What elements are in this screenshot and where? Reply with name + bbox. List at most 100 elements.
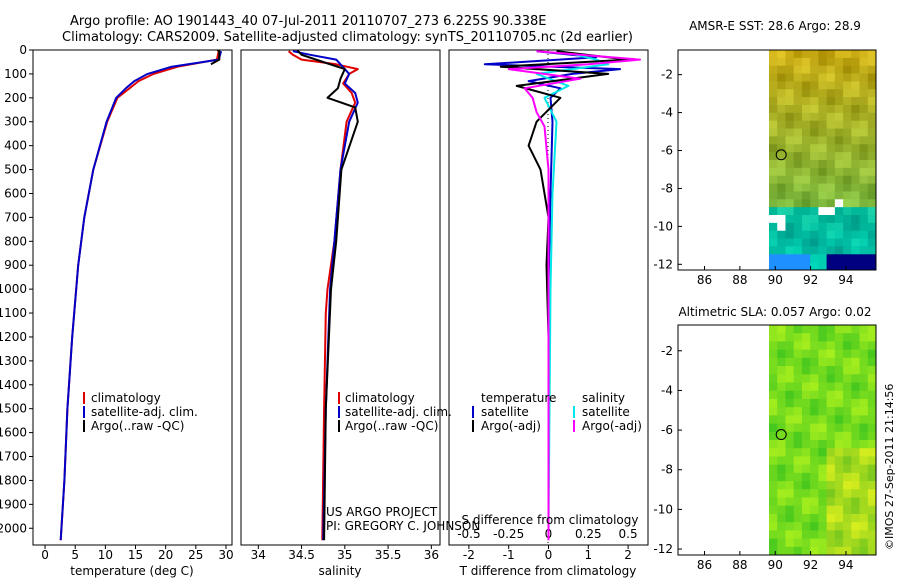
map-cell xyxy=(818,89,828,98)
x-tick-label: 5 xyxy=(71,548,79,562)
map-cell xyxy=(801,191,811,200)
map-cell xyxy=(793,341,803,351)
map-cell xyxy=(843,398,852,408)
map-cell xyxy=(777,390,786,400)
map-cell xyxy=(834,246,844,255)
map-cell xyxy=(859,152,869,161)
map-cell xyxy=(769,448,778,457)
map-cell xyxy=(867,73,876,82)
map-cell xyxy=(859,120,869,130)
map-cell xyxy=(801,538,811,548)
map-cell xyxy=(851,152,861,161)
map-cell xyxy=(843,513,852,523)
map-cell xyxy=(769,120,778,130)
map-cell xyxy=(859,246,869,255)
map-cell xyxy=(777,160,786,169)
map-cell xyxy=(859,349,869,359)
map-cell xyxy=(801,238,811,247)
map-cell xyxy=(793,105,803,114)
map-cell xyxy=(785,349,795,359)
map-cell xyxy=(810,464,819,474)
map-cell xyxy=(793,207,803,216)
map-cell xyxy=(801,89,811,98)
map-cell xyxy=(859,407,869,416)
map-cell xyxy=(777,246,786,255)
map-cell xyxy=(810,105,819,114)
x-tick-label: 30 xyxy=(218,548,233,562)
map-cell xyxy=(834,390,844,400)
map-cell xyxy=(810,505,819,515)
map-cell xyxy=(801,546,811,555)
sla-argo-position-marker xyxy=(775,429,787,441)
map-cell xyxy=(826,254,836,263)
map-cell xyxy=(785,246,795,255)
map-cell xyxy=(843,136,852,145)
map-cell xyxy=(834,481,844,490)
map-cell xyxy=(834,349,844,359)
x-tick-label: 35 xyxy=(337,548,352,562)
map-cell xyxy=(851,390,861,400)
map-cell xyxy=(859,341,869,351)
map-cell xyxy=(859,105,869,114)
map-cell xyxy=(818,57,828,67)
map-cell xyxy=(785,407,795,416)
map-cell xyxy=(818,160,828,169)
map-cell xyxy=(777,325,786,334)
map-cell xyxy=(826,120,836,130)
map-cell xyxy=(851,505,861,515)
map-cell xyxy=(826,167,836,177)
map-cell xyxy=(851,73,861,82)
map-cell xyxy=(826,238,836,247)
map-cell xyxy=(834,489,844,498)
map-cell xyxy=(810,160,819,169)
map-cell xyxy=(826,407,836,416)
map-cell xyxy=(810,366,819,375)
map-cell xyxy=(769,73,778,82)
map-cell xyxy=(859,207,869,216)
map-cell xyxy=(785,222,795,232)
map-cell xyxy=(810,522,819,531)
map-cell xyxy=(859,183,869,192)
map-cell xyxy=(777,50,786,59)
map-cell xyxy=(793,120,803,130)
map-cell xyxy=(801,222,811,232)
map-cell xyxy=(867,112,876,122)
map-cell xyxy=(843,254,852,263)
map-cell xyxy=(785,89,795,98)
map-cell xyxy=(851,382,861,392)
map-cell xyxy=(826,246,836,255)
map-cell xyxy=(785,448,795,457)
map-cell xyxy=(851,456,861,466)
map-cell xyxy=(777,456,786,466)
map-cell xyxy=(810,199,819,208)
map-cell xyxy=(801,81,811,90)
map-cell xyxy=(785,128,795,137)
map-cell xyxy=(810,538,819,548)
map-cell xyxy=(843,440,852,449)
map-cell xyxy=(777,73,786,82)
map-cell xyxy=(769,175,778,185)
sst-map-title: AMSR-E SST: 28.6 Argo: 28.9 xyxy=(689,19,861,33)
map-cell xyxy=(818,65,828,75)
map-cell xyxy=(834,199,844,208)
map-y-tick-label: -10 xyxy=(653,502,673,516)
map-cell xyxy=(801,530,811,540)
depth-tick-label: 1900 xyxy=(0,497,27,511)
map-cell xyxy=(859,431,869,441)
map-cell xyxy=(769,207,778,216)
x-tick-label: 15 xyxy=(128,548,143,562)
map-cell xyxy=(793,222,803,232)
map-cell xyxy=(785,254,795,263)
map-cell xyxy=(834,398,844,408)
map-cell xyxy=(777,398,786,408)
map-cell xyxy=(810,513,819,523)
map-cell xyxy=(793,349,803,359)
map-cell xyxy=(851,374,861,383)
map-y-tick-label: -10 xyxy=(653,219,673,233)
map-cell xyxy=(859,144,869,153)
map-cell xyxy=(801,262,811,270)
map-cell xyxy=(851,448,861,457)
depth-tick-label: 1600 xyxy=(0,426,27,440)
map-cell xyxy=(843,431,852,441)
